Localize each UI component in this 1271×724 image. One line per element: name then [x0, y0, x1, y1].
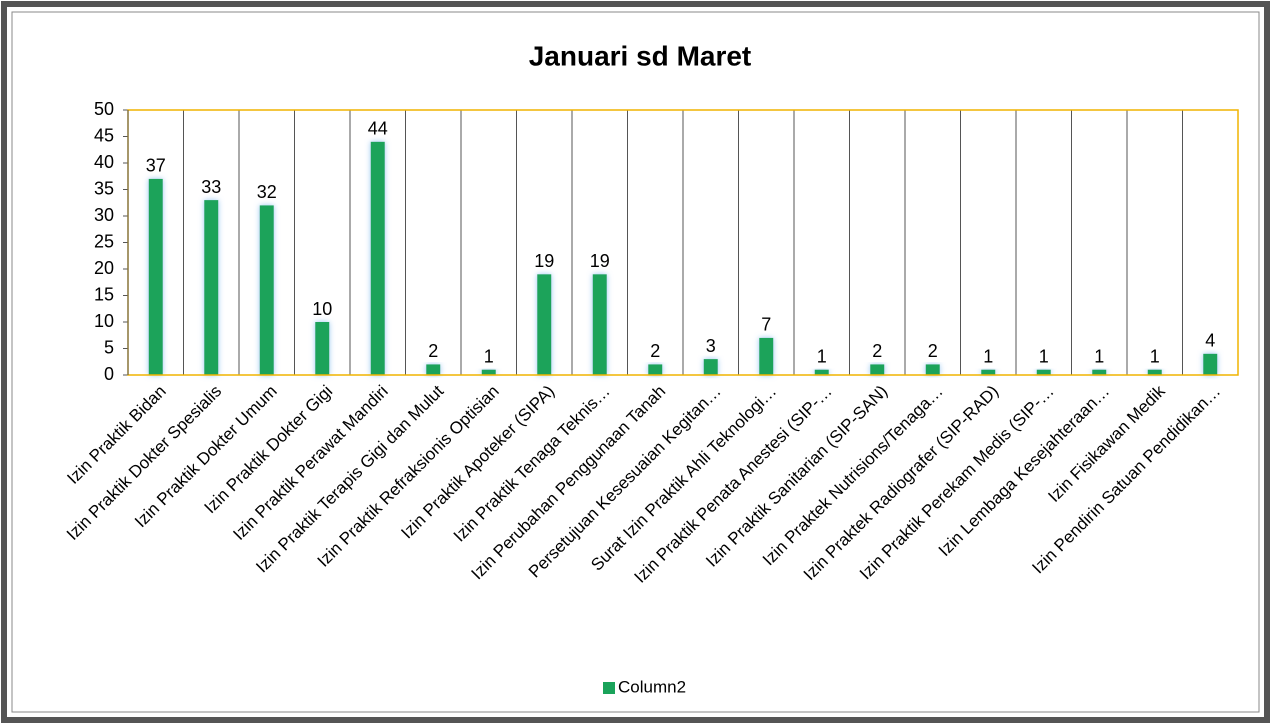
data-label: 1	[1150, 346, 1160, 366]
y-tick-label: 35	[94, 178, 114, 198]
data-label: 19	[534, 251, 554, 271]
data-label: 1	[484, 346, 494, 366]
bar	[259, 205, 274, 375]
bar	[925, 364, 940, 375]
bar	[1092, 369, 1107, 375]
y-tick-label: 45	[94, 125, 114, 145]
y-tick-label: 50	[94, 99, 114, 119]
data-label: 3	[706, 336, 716, 356]
data-label: 2	[872, 341, 882, 361]
data-label: 33	[201, 177, 221, 197]
bar	[759, 337, 774, 375]
y-tick-label: 40	[94, 152, 114, 172]
bar	[703, 359, 718, 375]
bar	[1203, 353, 1218, 375]
chart-title: Januari sd Maret	[529, 40, 752, 71]
data-label: 1	[1094, 346, 1104, 366]
bar	[981, 369, 996, 375]
data-label: 10	[312, 299, 332, 319]
data-label: 2	[428, 341, 438, 361]
bar	[204, 200, 219, 375]
data-label: 44	[368, 119, 388, 139]
inner-frame	[11, 11, 1260, 713]
y-tick-label: 20	[94, 258, 114, 278]
y-tick-label: 15	[94, 284, 114, 304]
data-label: 19	[590, 251, 610, 271]
y-tick-label: 0	[104, 364, 114, 384]
bar	[870, 364, 885, 375]
bar	[814, 369, 829, 375]
data-label: 1	[817, 346, 827, 366]
y-tick-label: 30	[94, 205, 114, 225]
bar	[481, 369, 496, 375]
y-tick-label: 5	[104, 337, 114, 357]
bar	[592, 274, 607, 375]
bar	[426, 364, 441, 375]
legend-swatch	[603, 682, 615, 694]
data-label: 4	[1205, 331, 1215, 351]
bar	[537, 274, 552, 375]
bar	[1036, 369, 1051, 375]
data-label: 1	[1039, 346, 1049, 366]
bar	[648, 364, 663, 375]
bar	[1147, 369, 1162, 375]
data-label: 1	[983, 346, 993, 366]
bar	[370, 141, 385, 375]
data-label: 2	[650, 341, 660, 361]
data-label: 32	[257, 182, 277, 202]
data-label: 2	[928, 341, 938, 361]
bar	[315, 322, 330, 375]
y-tick-label: 25	[94, 231, 114, 251]
data-label: 37	[146, 156, 166, 176]
y-tick-label: 10	[94, 311, 114, 331]
bar	[148, 178, 163, 375]
legend-label: Column2	[618, 677, 686, 696]
data-label: 7	[761, 315, 771, 335]
